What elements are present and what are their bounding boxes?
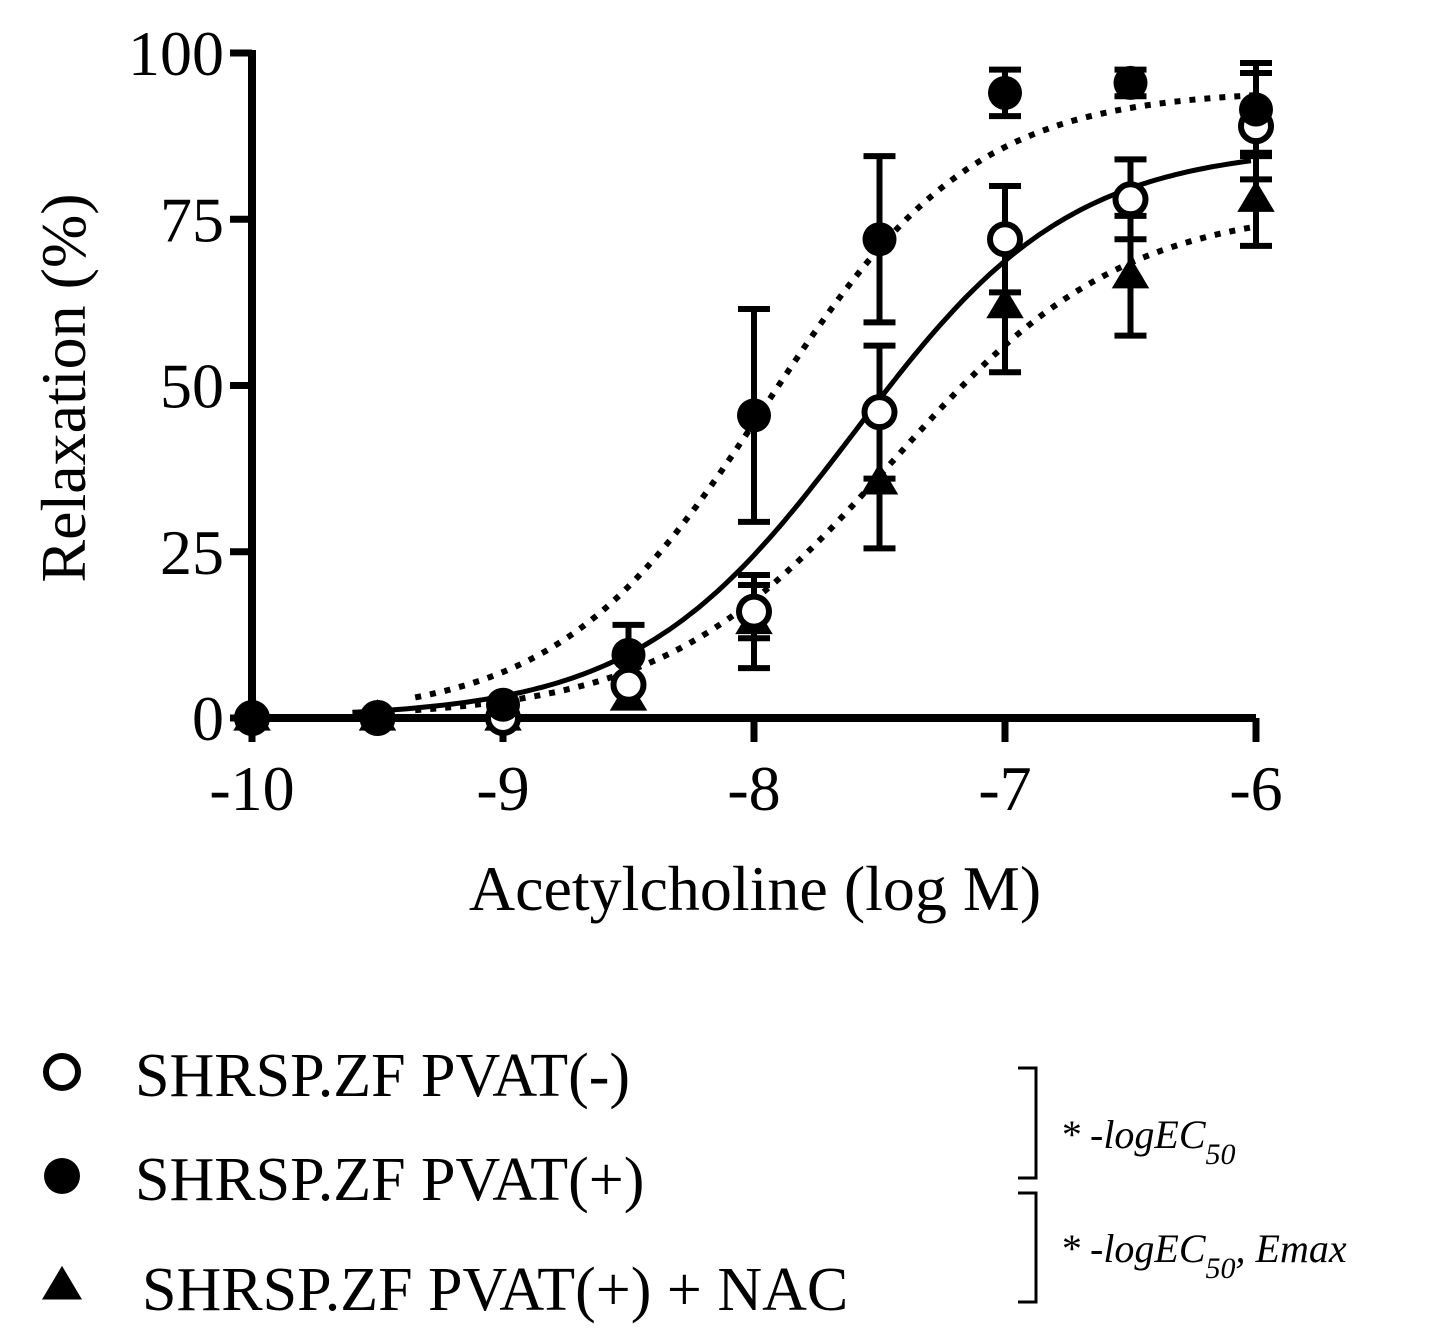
y-tick-label-25: 25 [160, 517, 224, 588]
bracket-upper [1018, 1066, 1038, 1180]
data-point-s0-p3 [610, 666, 647, 703]
x-tick-label--8: -8 [727, 753, 780, 824]
data-point-s2-p6 [986, 286, 1024, 319]
y-tick-label-75: 75 [160, 184, 224, 255]
data-point-s2-p8 [1237, 180, 1275, 212]
plot-area: 0 25 50 75 100 -10 -9 -8 -7 -6 [128, 18, 1283, 824]
legend-label-1: SHRSP.ZF PVAT(+) [135, 1146, 644, 1214]
sig-2-subscript: 50 [1206, 1252, 1236, 1285]
y-axis-title: Relaxation (%) [28, 193, 99, 582]
data-point-s1-p5 [862, 222, 897, 257]
data-point-s1-p3 [611, 637, 646, 672]
data-point-s2-p7 [1111, 256, 1150, 289]
error-bars [612, 59, 1272, 688]
legend-label-2: SHRSP.ZF PVAT(+) + NAC [142, 1256, 848, 1324]
legend-label-0: SHRSP.ZF PVAT(-) [135, 1042, 630, 1110]
legend-marker-0 [43, 1053, 81, 1091]
legend-marker-1 [44, 1158, 80, 1194]
data-point-s2-p5 [860, 463, 899, 495]
sig-1-text: * -logEC [1060, 1112, 1207, 1157]
markers [233, 65, 1275, 736]
data-point-s0-p5 [861, 394, 898, 431]
ticks: 0 25 50 75 100 -10 -9 -8 -7 -6 [128, 18, 1283, 824]
y-tick-label-100: 100 [128, 18, 224, 89]
x-tick-label--7: -7 [978, 753, 1031, 824]
x-tick-label--6: -6 [1229, 753, 1282, 824]
fit-curve-series-0 [352, 158, 1252, 715]
legend: SHRSP.ZF PVAT(-) SHRSP.ZF PVAT(+) SHRSP.ZF… [42, 1042, 848, 1324]
data-point-s0-p4 [736, 593, 772, 630]
y-tick-label-0: 0 [192, 683, 224, 754]
significance-label-1: * -logEC50 [1060, 1112, 1236, 1171]
data-point-s0-p7 [1112, 181, 1149, 218]
data-point-s1-p4 [737, 398, 771, 433]
fit-curve-series-2 [415, 224, 1255, 714]
bracket-lower [1018, 1191, 1038, 1304]
data-point-s1-p2 [486, 687, 520, 722]
x-axis-title: Acetylcholine (log M) [469, 853, 1041, 924]
significance-label-2: * -logEC50, Emax [1060, 1226, 1347, 1285]
data-point-s1-p1 [360, 701, 395, 735]
y-tick-label-50: 50 [160, 351, 224, 422]
data-point-s1-p7 [1113, 65, 1148, 100]
sig-2-suffix: , Emax [1236, 1226, 1347, 1271]
data-point-s1-p8 [1239, 92, 1273, 127]
data-point-s1-p6 [988, 75, 1022, 110]
legend-marker-2 [42, 1265, 82, 1300]
x-tick-label--10: -10 [209, 753, 294, 824]
sig-2-text: * -logEC [1060, 1226, 1207, 1271]
data-point-s1-p0 [235, 701, 269, 735]
x-tick-label--9: -9 [476, 753, 529, 824]
data-point-s0-p6 [987, 221, 1023, 258]
sig-1-subscript: 50 [1206, 1138, 1236, 1171]
significance-brackets: * -logEC50 * -logEC50, Emax [1018, 1066, 1347, 1304]
